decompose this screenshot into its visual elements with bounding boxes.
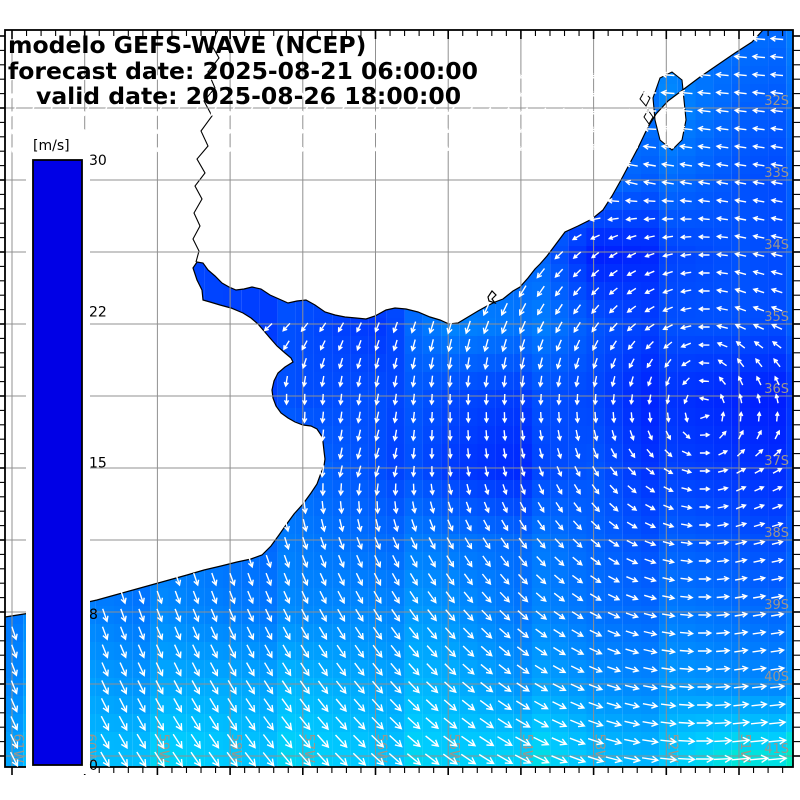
svg-text:37S: 37S [764,454,789,469]
coastline [4,29,764,618]
valid-date-text: valid date: 2025-08-26 18:00:00 [36,82,461,110]
svg-text:40S: 40S [764,670,789,685]
model-title-text: modelo GEFS-WAVE (NCEP) [8,31,366,59]
colorbar-unit-label: [m/s] [33,138,70,154]
svg-text:34S: 34S [764,238,789,253]
wind-direction-arrows [9,35,788,768]
svg-text:15: 15 [89,456,107,472]
svg-text:41S: 41S [764,742,789,757]
svg-text:32S: 32S [764,94,789,109]
forecast-date-text: forecast date: 2025-08-21 06:00:00 [8,57,478,85]
svg-text:38S: 38S [764,526,789,541]
rivers-and-lagoons [192,29,687,305]
svg-text:8: 8 [89,607,98,623]
figure-title: modelo GEFS-WAVE (NCEP) forecast date: 2… [8,31,478,110]
svg-text:22: 22 [89,304,107,320]
land-mass [5,30,763,617]
colorbar-tick-labels: 30 22 15 8 0 [89,153,107,774]
colorbar: [m/s] 30 22 15 8 0 [26,130,107,774]
map-frame [4,29,794,768]
svg-text:36S: 36S [764,382,789,397]
svg-text:33S: 33S [764,166,789,181]
svg-text:0: 0 [89,758,98,774]
colorbar-gradient [32,159,83,766]
svg-text:35S: 35S [764,310,789,325]
svg-text:39S: 39S [764,598,789,613]
svg-text:30: 30 [89,153,107,169]
